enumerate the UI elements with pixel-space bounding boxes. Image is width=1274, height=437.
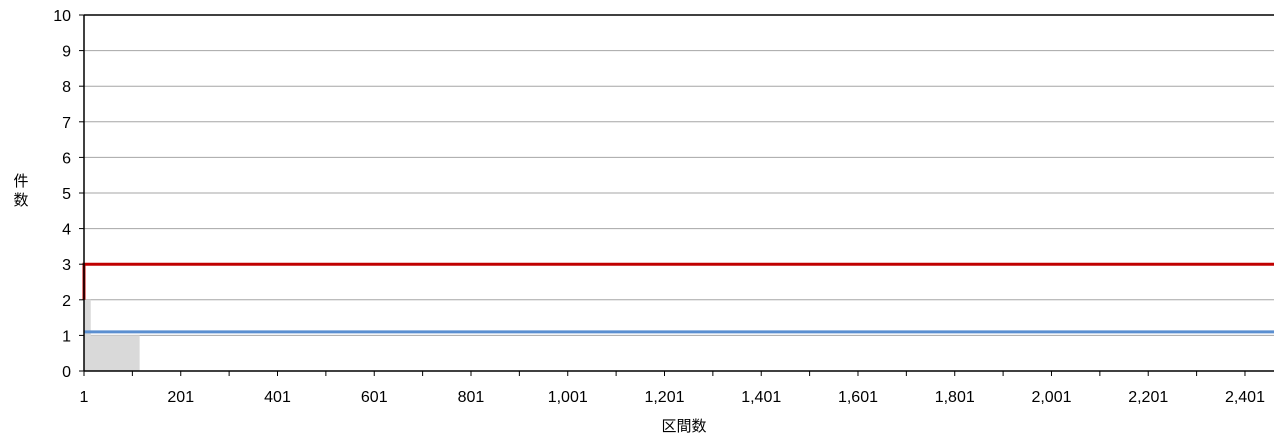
y-tick-label: 4 [62,222,71,239]
x-tick-labels: 1 201 401 601 801 1,001 1,201 1,401 1,601 1,801 2,… [80,389,1266,406]
x-tick-label: 401 [264,389,291,406]
x-tick-label: 201 [167,389,194,406]
x-tick-label: 2,001 [1031,389,1071,406]
y-tick-label: 7 [62,115,71,132]
series-area-0 [84,299,140,371]
y-tick-labels: 0 1 2 3 4 5 6 7 8 9 10 [53,8,71,381]
y-tick-label: 6 [62,150,71,167]
x-tick-label: 1,401 [741,389,781,406]
x-axis-title: 区間数 [661,417,706,435]
y-tick-label: 5 [62,186,71,203]
x-tick-label: 2,201 [1128,389,1168,406]
series-layer [82,262,1274,371]
x-tick-label: 1,801 [935,389,975,406]
y-tick-label: 3 [62,257,71,274]
x-tick-label: 1,201 [644,389,684,406]
y-tick-label: 9 [62,44,71,61]
y-tick-label: 0 [62,364,71,381]
y-tick-label: 8 [62,79,71,96]
y-axis-title: 件数 [13,172,28,209]
x-tick-label: 2,401 [1225,389,1265,406]
y-tick-label: 10 [53,8,71,25]
x-tick-label: 801 [458,389,485,406]
x-tick-label: 1 [80,389,89,406]
axes [79,14,1274,376]
y-tick-label: 2 [62,293,71,310]
x-tick-label: 1,601 [838,389,878,406]
gridlines [84,14,1274,336]
x-tick-label: 1,001 [548,389,588,406]
series-line-1 [82,262,1274,300]
y-tick-label: 1 [62,328,71,345]
x-tick-label: 601 [361,389,388,406]
